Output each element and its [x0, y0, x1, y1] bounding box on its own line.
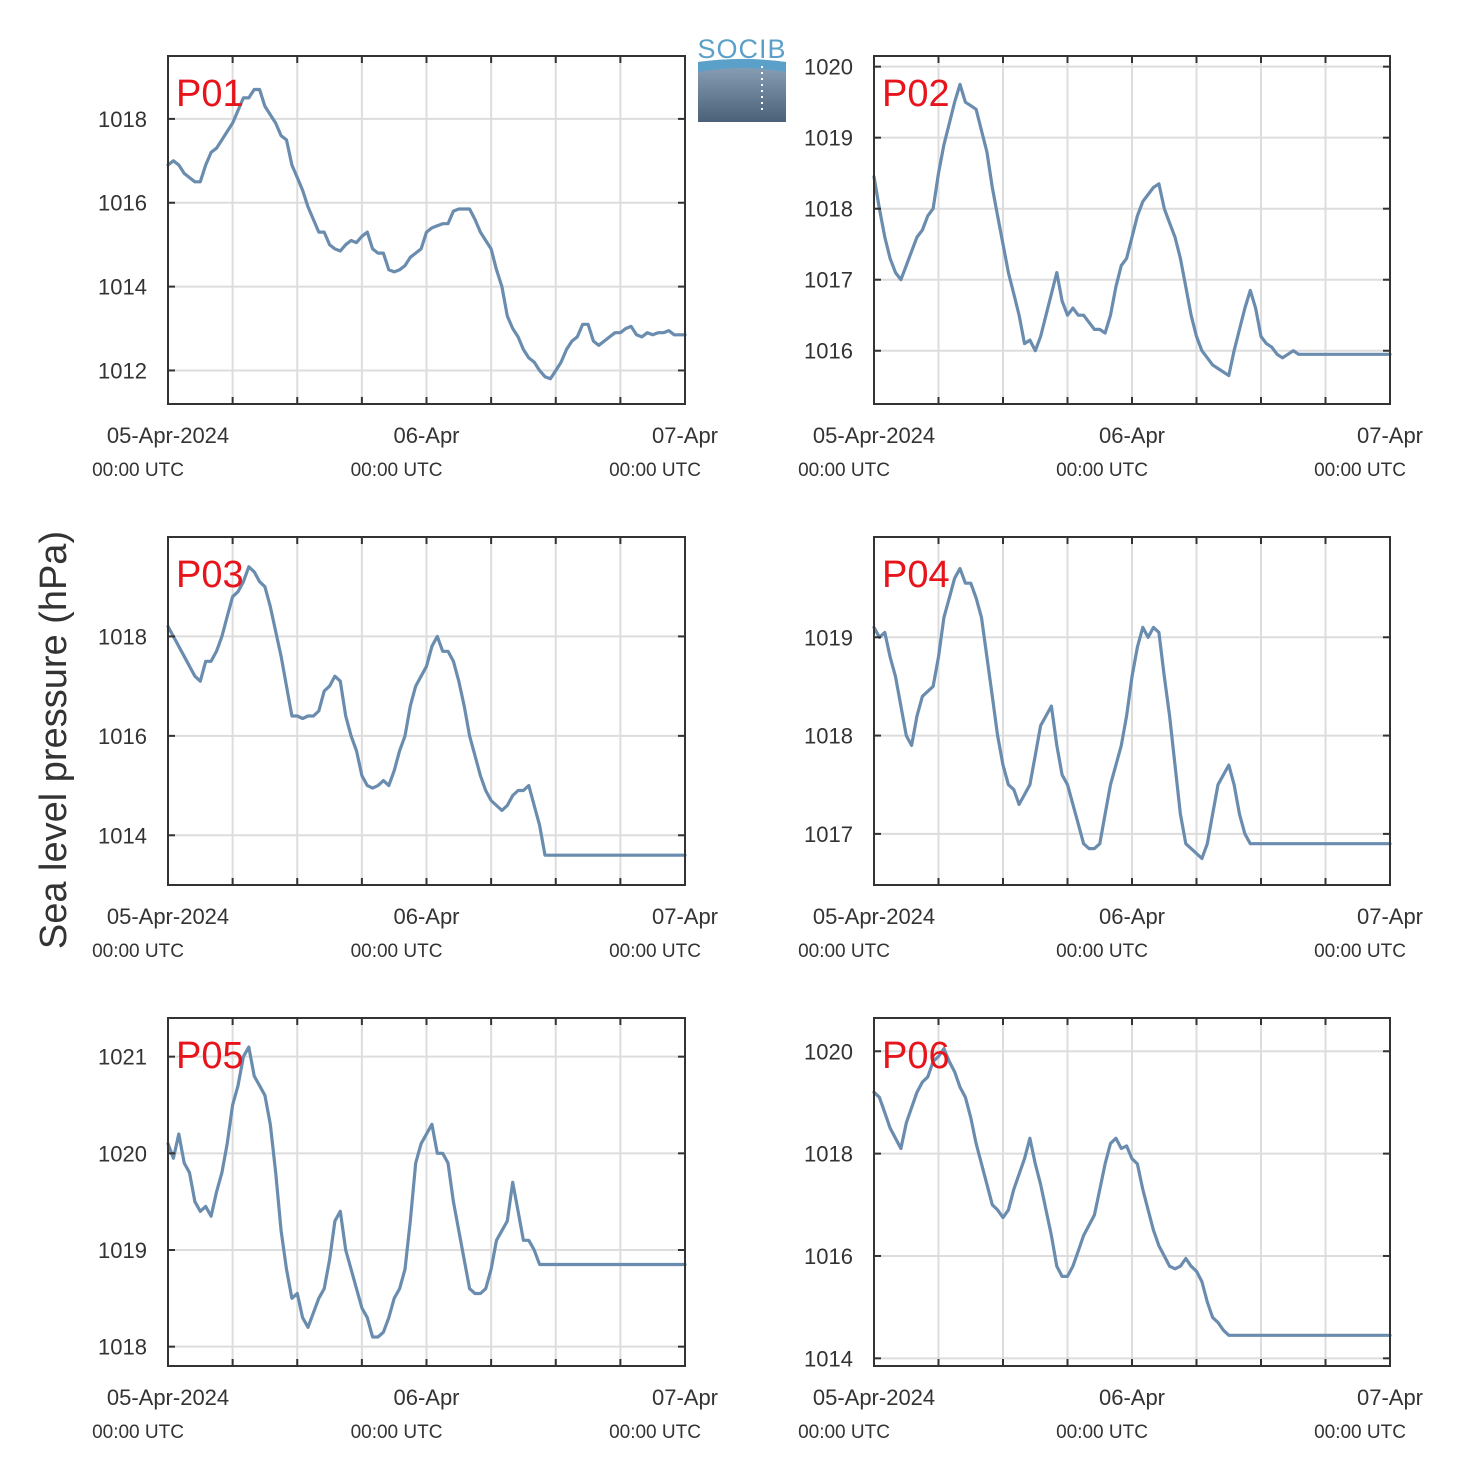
x-tick-label: 07-Apr	[652, 1385, 718, 1410]
x-tick-sublabel: 00:00 UTC	[609, 1422, 701, 1443]
x-tick-sublabel: 00:00 UTC	[1056, 1422, 1148, 1443]
x-tick-sublabel: 00:00 UTC	[798, 1422, 890, 1443]
logo-wave-top	[698, 59, 786, 72]
pressure-line-p02	[872, 82, 1392, 378]
y-tick-label: 1017	[804, 822, 853, 847]
x-tick-sublabel: 00:00 UTC	[1056, 941, 1148, 962]
x-tick-sublabel: 00:00 UTC	[1314, 941, 1406, 962]
y-tick-label: 1021	[98, 1045, 147, 1070]
pressure-line-p04	[872, 566, 1392, 861]
x-tick-label: 07-Apr	[652, 904, 718, 929]
pressure-line-p01	[166, 87, 687, 381]
x-tick-sublabel: 00:00 UTC	[92, 460, 184, 481]
y-tick-label: 1020	[804, 55, 853, 80]
x-tick-sublabel: 00:00 UTC	[351, 1422, 443, 1443]
y-tick-label: 1018	[98, 624, 147, 649]
y-tick-label: 1014	[804, 1346, 853, 1371]
logo-wave-shape	[698, 59, 786, 122]
x-tick-label: 06-Apr	[1099, 1385, 1165, 1410]
panel-p06: 1014 1016 1018 1020 05-Apr-2024 00:00 UTC 06-A…	[798, 1017, 1423, 1443]
x-tick-sublabel: 00:00 UTC	[92, 941, 184, 962]
y-tick-label: 1018	[98, 1335, 147, 1360]
y-tick-label: 1014	[98, 823, 147, 848]
panel-label: P06	[882, 1035, 950, 1077]
y-tick-label: 1018	[804, 197, 853, 222]
panel-p01: 1012 1014 1016 1018 05-Apr-2024 00:00 UTC 06-A…	[92, 55, 718, 481]
x-tick-label: 05-Apr-2024	[107, 904, 229, 929]
y-tick-label: 1016	[98, 191, 147, 216]
y-tick-label: 1018	[804, 1142, 853, 1167]
x-tick-label: 06-Apr	[393, 423, 459, 448]
x-tick-label: 05-Apr-2024	[813, 904, 935, 929]
pressure-line-p03	[166, 565, 687, 857]
x-tick-label: 06-Apr	[393, 1385, 459, 1410]
panel-p05: 1018 1019 1020 1021 05-Apr-2024 00:00 UTC 06-A…	[92, 1017, 718, 1443]
x-tick-sublabel: 00:00 UTC	[798, 460, 890, 481]
x-tick-label: 06-Apr	[1099, 423, 1165, 448]
y-tick-label: 1018	[804, 724, 853, 749]
x-tick-sublabel: 00:00 UTC	[351, 941, 443, 962]
y-tick-label: 1016	[804, 339, 853, 364]
x-tick-label: 07-Apr	[1357, 423, 1423, 448]
x-tick-label: 05-Apr-2024	[813, 423, 935, 448]
x-tick-sublabel: 00:00 UTC	[92, 1422, 184, 1443]
y-tick-label: 1012	[98, 358, 147, 383]
x-tick-label: 07-Apr	[652, 423, 718, 448]
panel-p02: 1016 1017 1018 1019 1020 05-Apr-2024 00:00 UTC…	[798, 55, 1423, 481]
y-tick-label: 1017	[804, 268, 853, 293]
pressure-line-p06	[872, 1047, 1392, 1337]
y-tick-label: 1018	[98, 107, 147, 132]
panel-label: P02	[882, 73, 950, 115]
panel-label: P03	[176, 554, 244, 596]
x-tick-label: 06-Apr	[1099, 904, 1165, 929]
y-tick-label: 1016	[804, 1244, 853, 1269]
panel-label: P04	[882, 554, 950, 596]
x-tick-sublabel: 00:00 UTC	[1056, 460, 1148, 481]
panel-p04: 1017 1018 1019 05-Apr-2024 00:00 UTC 06-Apr 00…	[798, 536, 1423, 962]
x-tick-sublabel: 00:00 UTC	[351, 460, 443, 481]
y-tick-label: 1019	[98, 1238, 147, 1263]
x-tick-sublabel: 00:00 UTC	[798, 941, 890, 962]
x-tick-label: 05-Apr-2024	[813, 1385, 935, 1410]
x-tick-sublabel: 00:00 UTC	[609, 460, 701, 481]
x-tick-label: 05-Apr-2024	[107, 423, 229, 448]
y-tick-label: 1020	[98, 1141, 147, 1166]
x-tick-sublabel: 00:00 UTC	[1314, 460, 1406, 481]
pressure-line-p05	[166, 1045, 687, 1339]
x-tick-label: 06-Apr	[393, 904, 459, 929]
logo-text: SOCIB	[697, 34, 786, 64]
y-axis-label: Sea level pressure (hPa)	[33, 531, 75, 949]
x-tick-label: 05-Apr-2024	[107, 1385, 229, 1410]
y-tick-label: 1019	[804, 625, 853, 650]
socib-logo: SOCIB	[697, 34, 786, 122]
x-tick-sublabel: 00:00 UTC	[609, 941, 701, 962]
y-tick-label: 1019	[804, 126, 853, 151]
panel-label: P05	[176, 1035, 244, 1077]
panel-label: P01	[176, 73, 244, 115]
y-tick-label: 1016	[98, 724, 147, 749]
x-tick-sublabel: 00:00 UTC	[1314, 1422, 1406, 1443]
y-tick-label: 1020	[804, 1039, 853, 1064]
x-tick-label: 07-Apr	[1357, 1385, 1423, 1410]
panel-p03: 1014 1016 1018 05-Apr-2024 00:00 UTC 06-Apr 00…	[92, 536, 718, 962]
y-tick-label: 1014	[98, 275, 147, 300]
x-tick-label: 07-Apr	[1357, 904, 1423, 929]
